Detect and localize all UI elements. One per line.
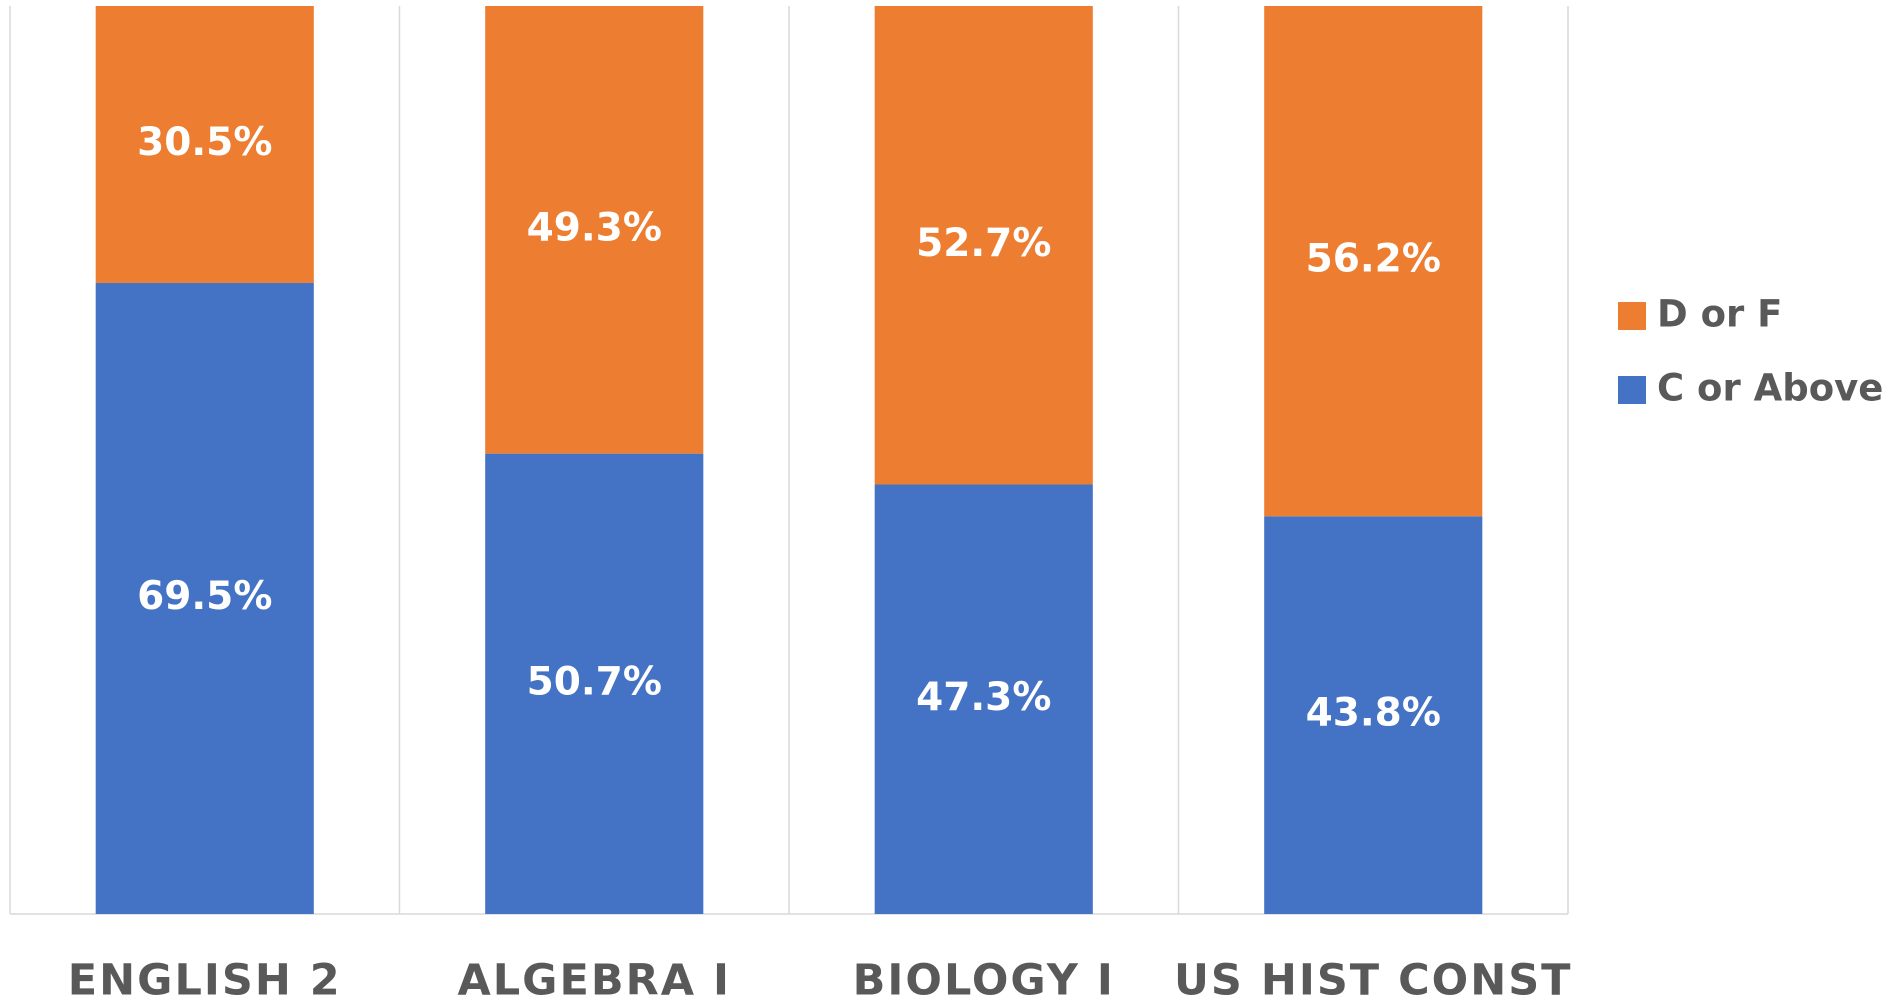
x-tick-label: ALGEBRA I xyxy=(458,956,731,1002)
legend-label: D or F xyxy=(1657,293,1782,336)
bar-segment xyxy=(485,6,704,454)
data-label: 43.8% xyxy=(1306,691,1441,736)
legend-swatch xyxy=(1618,302,1646,330)
data-label: 30.5% xyxy=(137,120,272,165)
data-label: 50.7% xyxy=(527,659,662,704)
bar-segment xyxy=(485,453,704,914)
data-label: 49.3% xyxy=(527,205,662,250)
x-tick-label: BIOLOGY I xyxy=(853,956,1115,1002)
bar-segment xyxy=(1264,516,1483,914)
data-label: 69.5% xyxy=(137,574,272,619)
legend-swatch xyxy=(1618,376,1646,404)
data-label: 47.3% xyxy=(916,675,1051,720)
bar-segment xyxy=(874,484,1093,914)
bar-segment xyxy=(1264,6,1483,517)
bar-segment xyxy=(95,6,314,283)
bar-segment xyxy=(874,6,1093,485)
bar-segment xyxy=(95,282,314,914)
x-tick-label: US HIST CONST xyxy=(1174,956,1573,1002)
data-label: 52.7% xyxy=(916,221,1051,266)
x-tick-label: ENGLISH 2 xyxy=(68,956,342,1002)
data-label: 56.2% xyxy=(1306,237,1441,282)
legend-label: C or Above xyxy=(1657,367,1883,410)
